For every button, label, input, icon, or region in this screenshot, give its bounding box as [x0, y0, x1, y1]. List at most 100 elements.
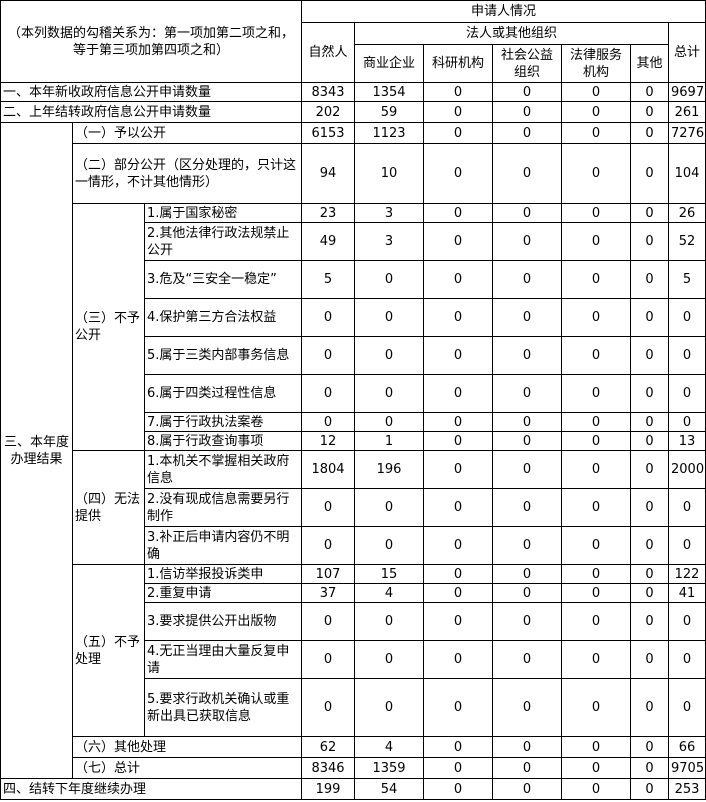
cell-value: 0 — [423, 450, 494, 489]
header-commercial: 商业企业 — [354, 44, 425, 83]
cell-value: 0 — [423, 640, 494, 679]
cell-value: 54 — [354, 778, 425, 800]
cell-value: 0 — [301, 602, 356, 641]
header-legal-service: 法律服务机构 — [561, 44, 632, 83]
cell-value: 13 — [668, 431, 706, 451]
cell-value: 0 — [630, 260, 670, 299]
cell-value: 0 — [668, 602, 706, 641]
cell-value: 0 — [561, 778, 632, 800]
cell-value: 66 — [668, 736, 706, 758]
cell-value: 1804 — [301, 450, 356, 489]
cell-value: 62 — [301, 736, 356, 758]
cell-value: 0 — [561, 583, 632, 603]
cell-value: 0 — [423, 203, 494, 223]
cell-value: 0 — [354, 602, 425, 641]
cell-value: 0 — [301, 640, 356, 679]
row-label: 2.没有现成信息需要另行制作 — [143, 488, 303, 527]
cell-value: 0 — [354, 412, 425, 432]
cell-value: 0 — [301, 336, 356, 375]
table-row: （二）部分公开（区分处理的，只计这一情形，不计其他情形） 94 10 0 0 0 0 104 — [1, 143, 706, 204]
cell-value: 0 — [492, 412, 563, 432]
cell-value: 0 — [354, 526, 425, 565]
cell-value: 0 — [423, 583, 494, 603]
cell-value: 0 — [301, 298, 356, 337]
section-annual-results: 三、本年度办理结果 — [0, 122, 73, 779]
header-public-welfare: 社会公益组织 — [492, 44, 563, 83]
row-label: 3.补正后申请内容仍不明确 — [143, 526, 303, 565]
cell-value: 0 — [301, 374, 356, 413]
cell-value: 0 — [561, 143, 632, 204]
cell-value: 0 — [561, 526, 632, 565]
header-total: 总计 — [668, 22, 706, 83]
row-label: 8.属于行政查询事项 — [143, 431, 303, 451]
cell-value: 0 — [561, 336, 632, 375]
cell-value: 0 — [630, 431, 670, 451]
cell-value: 0 — [561, 412, 632, 432]
cell-value: 0 — [423, 602, 494, 641]
cell-value: 0 — [492, 488, 563, 527]
cell-value: 0 — [301, 526, 356, 565]
cell-value: 0 — [492, 736, 563, 758]
cell-value: 0 — [561, 640, 632, 679]
cell-value: 0 — [423, 488, 494, 527]
cell-value: 0 — [423, 736, 494, 758]
row-label: 3.要求提供公开出版物 — [143, 602, 303, 641]
row-label: 7.属于行政执法案卷 — [143, 412, 303, 432]
cell-value: 0 — [354, 374, 425, 413]
row-label: 2.其他法律行政法规禁止公开 — [143, 222, 303, 261]
table-row: 6.属于四类过程性信息 0 0 0 0 0 0 0 — [1, 374, 706, 413]
cell-value: 7276 — [668, 122, 706, 144]
cell-value: 0 — [630, 564, 670, 584]
cell-value: 0 — [561, 431, 632, 451]
cell-value: 0 — [630, 203, 670, 223]
cell-value: 0 — [423, 222, 494, 261]
cell-value: 0 — [423, 143, 494, 204]
cell-value: 15 — [354, 564, 425, 584]
header-natural-person: 自然人 — [301, 22, 356, 83]
cell-value: 52 — [668, 222, 706, 261]
cell-value: 122 — [668, 564, 706, 584]
cell-value: 94 — [301, 143, 356, 204]
cell-value: 0 — [630, 757, 670, 779]
table-row: 3.危及“三安全一稳定” 5 0 0 0 0 0 5 — [1, 260, 706, 299]
cell-value: 0 — [630, 336, 670, 375]
table-row: （四）无法提供 1.本机关不掌握相关政府信息 1804 196 0 0 0 0 2000 — [1, 450, 706, 565]
cell-value: 0 — [630, 778, 670, 800]
cell-value: 0 — [301, 488, 356, 527]
cell-value: 0 — [630, 101, 670, 123]
header-applicant: 申请人情况 — [301, 0, 706, 23]
cell-value: 0 — [492, 222, 563, 261]
cell-value: 0 — [423, 374, 494, 413]
cell-value: 0 — [354, 488, 425, 527]
cell-value: 0 — [423, 564, 494, 584]
row-label: 5.属于三类内部事务信息 — [143, 336, 303, 375]
cell-value: 0 — [668, 412, 706, 432]
cell-value: 5 — [301, 260, 356, 299]
cell-value: 0 — [630, 450, 670, 489]
cell-value: 0 — [423, 260, 494, 299]
cell-value: 0 — [630, 374, 670, 413]
cell-value: 0 — [668, 488, 706, 527]
cell-value: 9697 — [668, 82, 706, 102]
cell-value: 41 — [668, 583, 706, 603]
cell-value: 6153 — [301, 122, 356, 144]
cell-value: 0 — [630, 82, 670, 102]
table-row: 一、本年新收政府信息公开申请数量 8343 1354 0 0 0 0 9697 — [0, 82, 706, 102]
cell-value: 253 — [668, 778, 706, 800]
cell-value: 0 — [492, 431, 563, 451]
row-label: 3.危及“三安全一稳定” — [143, 260, 303, 299]
table-row: 二、上年结转政府信息公开申请数量 202 59 0 0 0 0 261 — [0, 101, 706, 123]
cell-value: 0 — [561, 602, 632, 641]
cell-value: 0 — [561, 122, 632, 144]
table-row: （七）总计 8346 1359 0 0 0 0 9705 — [1, 757, 706, 779]
cell-value: 0 — [630, 678, 670, 737]
cell-value: 9705 — [668, 757, 706, 779]
cell-value: 0 — [492, 450, 563, 489]
header-other: 其他 — [630, 44, 670, 83]
cell-value: 0 — [630, 488, 670, 527]
row-label: 四、结转下年度继续办理 — [0, 778, 303, 800]
cell-value: 0 — [423, 82, 494, 102]
cell-value: 0 — [423, 757, 494, 779]
table-row: 3.补正后申请内容仍不明确 0 0 0 0 0 0 0 — [1, 526, 706, 565]
table-row: 2.重复申请 37 4 0 0 0 0 41 — [1, 583, 706, 603]
